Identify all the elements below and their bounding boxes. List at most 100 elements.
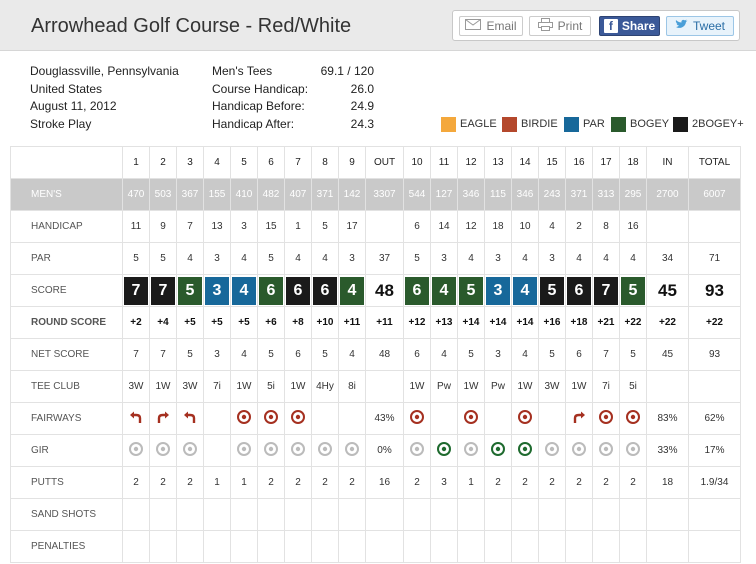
fairway-hit-icon — [264, 410, 278, 427]
score-cell: 7 — [122, 274, 150, 307]
score-cell — [619, 402, 647, 435]
score-total: 93 — [705, 280, 724, 300]
score-cell: 45 — [646, 338, 689, 371]
score-cell: 3 — [203, 242, 231, 275]
score-box-double: 7 — [124, 276, 148, 305]
score-cell: +22 — [646, 306, 689, 339]
score-cell — [430, 498, 458, 531]
corner-cell — [10, 146, 123, 179]
score-cell — [484, 530, 512, 563]
score-cell: 5 — [176, 338, 204, 371]
score-cell — [311, 402, 339, 435]
score-cell: 5 — [619, 338, 647, 371]
score-cell — [565, 498, 593, 531]
score-cell: 7 — [149, 338, 177, 371]
score-cell: 2 — [149, 466, 177, 499]
course-location: Douglassville, Pennsylvania — [30, 64, 179, 78]
hole-header: OUT — [365, 146, 404, 179]
score-cell — [284, 530, 312, 563]
hole-header: 3 — [176, 146, 204, 179]
score-cell: 48 — [365, 338, 404, 371]
score-cell — [284, 434, 312, 467]
hole-number-row: 1 2 3 4 5 6 7 8 9 OUT 10 11 12 13 14 15 16 17 18 IN TOTAL — [10, 146, 741, 179]
gir-miss-icon — [572, 442, 586, 459]
email-label: Email — [486, 19, 517, 33]
score-cell: 3 — [430, 242, 458, 275]
score-cell: 3W — [538, 370, 566, 403]
score-cell: 6 — [565, 274, 593, 307]
score-cell — [365, 498, 404, 531]
score-cell: 371 — [311, 178, 339, 211]
row-label: NET SCORE — [10, 338, 123, 371]
score-cell — [457, 434, 485, 467]
gir-miss-icon — [237, 442, 251, 459]
score-cell: 5 — [457, 338, 485, 371]
handicap-before-label: Handicap Before: — [212, 99, 305, 113]
score-cell: 6 — [284, 274, 312, 307]
score-cell: 295 — [619, 178, 647, 211]
score-cell — [176, 402, 204, 435]
score-cell — [403, 434, 431, 467]
scorecard-table: 1 2 3 4 5 6 7 8 9 OUT 10 11 12 13 14 15 16 17 18 IN TOTAL MEN… — [10, 146, 741, 563]
fairway-hit-icon — [626, 410, 640, 427]
score-cell — [457, 498, 485, 531]
score-cell: +12 — [403, 306, 431, 339]
score-cell — [311, 530, 339, 563]
gir-miss-icon — [410, 442, 424, 459]
score-cell: 1 — [457, 466, 485, 499]
score-cell — [338, 434, 366, 467]
score-cell: 7i — [592, 370, 620, 403]
score-cell — [538, 402, 566, 435]
score-cell: 2 — [284, 466, 312, 499]
score-cell: 3W — [122, 370, 150, 403]
score-cell — [646, 498, 689, 531]
row-label: FAIRWAYS — [10, 402, 123, 435]
score-cell — [538, 434, 566, 467]
gir-hit-icon — [518, 442, 532, 459]
hole-header: 7 — [284, 146, 312, 179]
score-cell: 4 — [284, 242, 312, 275]
score-cell — [203, 434, 231, 467]
legend-par-label: PAR — [583, 118, 605, 130]
gir-hit-icon — [437, 442, 451, 459]
print-button[interactable]: Print — [529, 16, 591, 36]
penalties-row: PENALTIES — [10, 530, 741, 563]
score-cell: 10 — [511, 210, 539, 243]
score-cell: 4 — [430, 274, 458, 307]
score-cell: 8i — [338, 370, 366, 403]
row-label: SAND SHOTS — [10, 498, 123, 531]
legend-eagle: EAGLE — [441, 115, 497, 133]
score-cell: +16 — [538, 306, 566, 339]
score-cell: 0% — [365, 434, 404, 467]
score-cell — [646, 370, 689, 403]
score-cell — [203, 530, 231, 563]
score-cell: 3307 — [365, 178, 404, 211]
score-cell: 1.9/34 — [688, 466, 741, 499]
round-details: Douglassville, Pennsylvania United State… — [30, 63, 179, 133]
round-format: Stroke Play — [30, 116, 92, 131]
hole-header: 11 — [430, 146, 458, 179]
score-cell — [257, 498, 285, 531]
tweet-button[interactable]: Tweet — [666, 16, 734, 36]
score-cell: 4 — [230, 242, 258, 275]
twitter-bird-icon — [675, 19, 688, 33]
score-cell: 5 — [619, 274, 647, 307]
score-cell: 3 — [203, 338, 231, 371]
hole-header: 14 — [511, 146, 539, 179]
score-cell: 3 — [430, 466, 458, 499]
score-box-bogey: 4 — [340, 276, 364, 305]
score-cell: 5 — [538, 338, 566, 371]
score-cell: 17% — [688, 434, 741, 467]
legend-double-bogey-label: 2BOGEY+ — [692, 118, 744, 130]
facebook-share-button[interactable]: f Share — [599, 16, 660, 36]
score-cell: 83% — [646, 402, 689, 435]
score-cell: 45 — [646, 274, 689, 307]
gir-miss-icon — [464, 442, 478, 459]
email-button[interactable]: Email — [459, 16, 523, 36]
handicap-before-value: 24.9 — [350, 99, 374, 113]
gir-miss-icon — [626, 442, 640, 459]
hole-header: 15 — [538, 146, 566, 179]
print-label: Print — [557, 19, 583, 33]
score-cell: 410 — [230, 178, 258, 211]
score-cell: 2 — [565, 466, 593, 499]
